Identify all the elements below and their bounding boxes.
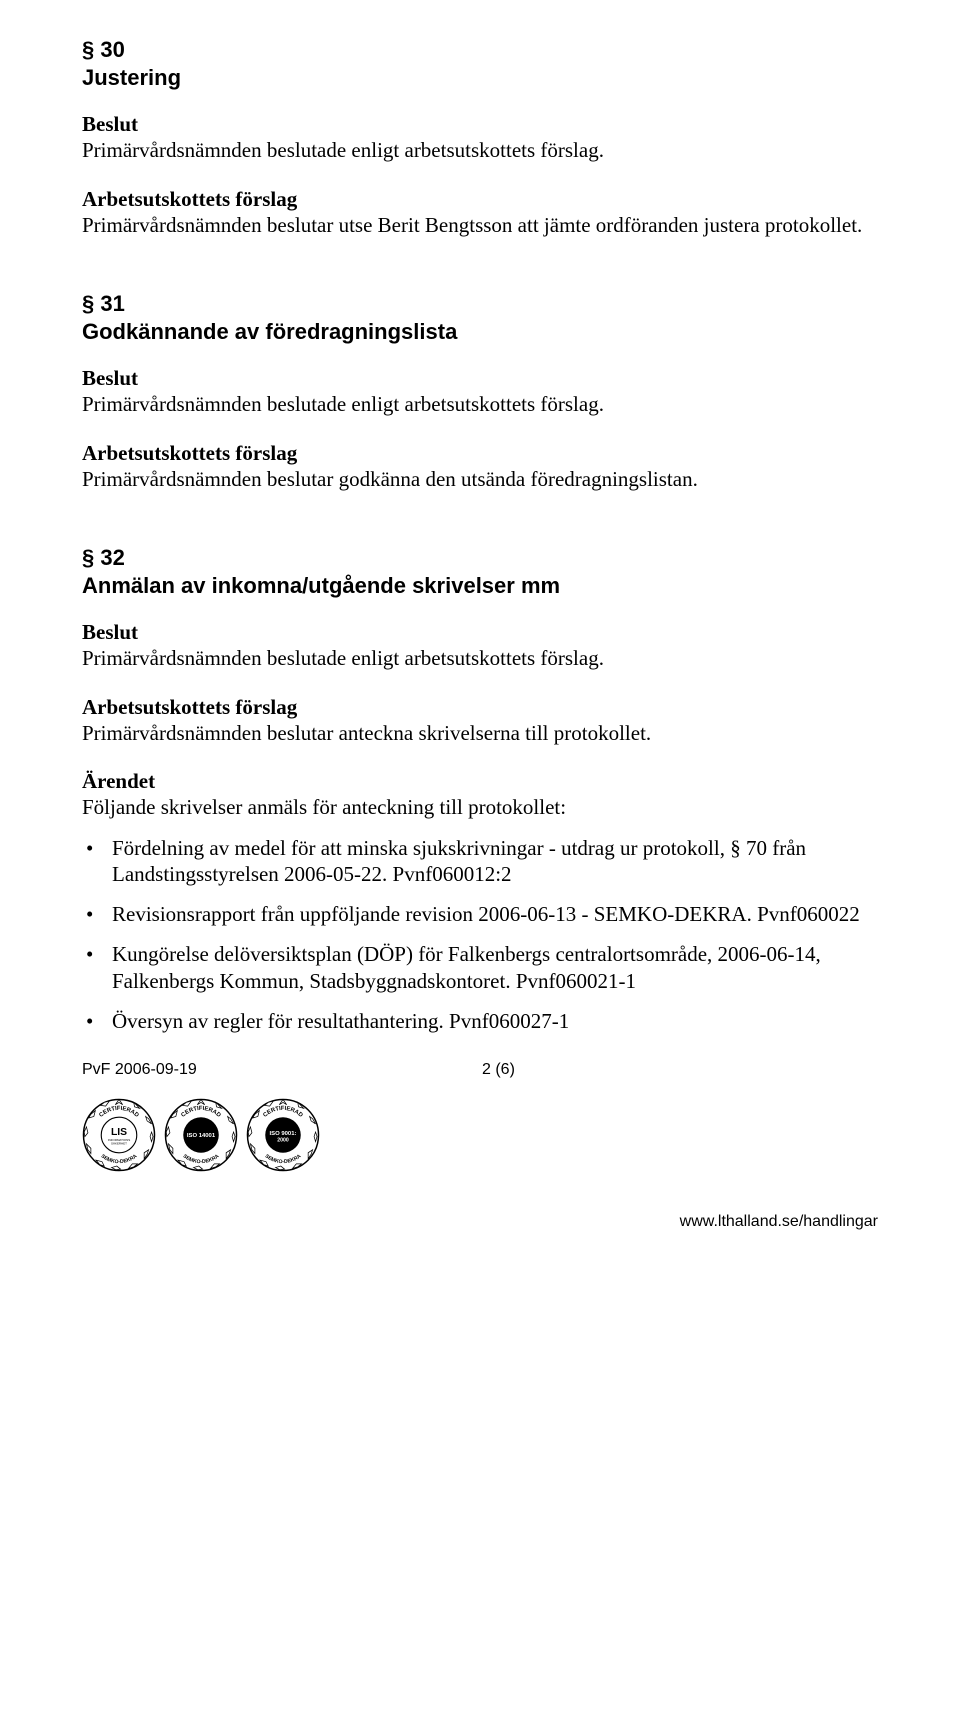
svg-text:ISO 9001:: ISO 9001: bbox=[270, 1131, 297, 1137]
footer-page: 2 (6) bbox=[482, 1060, 515, 1080]
section-32-list: Fördelning av medel för att minska sjuks… bbox=[82, 835, 878, 1035]
section-31-title: Godkännande av föredragningslista bbox=[82, 318, 878, 346]
svg-text:LIS: LIS bbox=[111, 1127, 127, 1138]
svg-text:SÄKERHET: SÄKERHET bbox=[111, 1142, 127, 1146]
list-item: Översyn av regler för resultathantering.… bbox=[82, 1008, 878, 1034]
section-30-title: Justering bbox=[82, 64, 878, 92]
spacer bbox=[82, 518, 878, 544]
seal-iso14001-icon: CERTIFIERAD SEMKO-DEKRA ISO 14001 bbox=[164, 1098, 238, 1172]
section-32-beslut-head: Beslut bbox=[82, 619, 878, 645]
footer-date: PvF 2006-09-19 bbox=[82, 1060, 482, 1080]
seal-lis-icon: CERTIFIERAD SEMKO-DEKRA LIS INFORMATIONS… bbox=[82, 1098, 156, 1172]
svg-text:2000: 2000 bbox=[277, 1138, 289, 1144]
footer-link: www.lthalland.se/handlingar bbox=[82, 1212, 878, 1232]
svg-text:ISO 14001: ISO 14001 bbox=[187, 1133, 216, 1139]
section-32-num: § 32 bbox=[82, 544, 878, 572]
certification-seals: CERTIFIERAD SEMKO-DEKRA LIS INFORMATIONS… bbox=[82, 1098, 878, 1172]
section-32-au-head: Arbetsutskottets förslag bbox=[82, 694, 878, 720]
list-item: Fördelning av medel för att minska sjuks… bbox=[82, 835, 878, 888]
section-31: § 31 Godkännande av föredragningslista B… bbox=[82, 290, 878, 492]
section-31-au-head: Arbetsutskottets förslag bbox=[82, 440, 878, 466]
section-30-beslut-text: Primärvårdsnämnden beslutade enligt arbe… bbox=[82, 137, 878, 163]
seal-iso9001-icon: CERTIFIERAD SEMKO-DEKRA ISO 9001: 2000 bbox=[246, 1098, 320, 1172]
section-31-beslut-text: Primärvårdsnämnden beslutade enligt arbe… bbox=[82, 391, 878, 417]
footer: PvF 2006-09-19 2 (6) bbox=[82, 1060, 878, 1080]
section-30-num: § 30 bbox=[82, 36, 878, 64]
section-32-beslut-text: Primärvårdsnämnden beslutade enligt arbe… bbox=[82, 645, 878, 671]
section-30-au-text: Primärvårdsnämnden beslutar utse Berit B… bbox=[82, 212, 878, 238]
spacer bbox=[82, 264, 878, 290]
section-31-au-text: Primärvårdsnämnden beslutar godkänna den… bbox=[82, 466, 878, 492]
section-32: § 32 Anmälan av inkomna/utgående skrivel… bbox=[82, 544, 878, 1034]
section-32-arendet-text: Följande skrivelser anmäls för antecknin… bbox=[82, 794, 878, 820]
section-32-au-text: Primärvårdsnämnden beslutar anteckna skr… bbox=[82, 720, 878, 746]
list-item: Revisionsrapport från uppföljande revisi… bbox=[82, 901, 878, 927]
list-item: Kungörelse delöversiktsplan (DÖP) för Fa… bbox=[82, 941, 878, 994]
section-30-au-head: Arbetsutskottets förslag bbox=[82, 186, 878, 212]
section-32-arendet-head: Ärendet bbox=[82, 768, 878, 794]
section-31-beslut-head: Beslut bbox=[82, 365, 878, 391]
section-32-title: Anmälan av inkomna/utgående skrivelser m… bbox=[82, 572, 878, 600]
section-31-num: § 31 bbox=[82, 290, 878, 318]
section-30-beslut-head: Beslut bbox=[82, 111, 878, 137]
section-30: § 30 Justering Beslut Primärvårdsnämnden… bbox=[82, 36, 878, 238]
